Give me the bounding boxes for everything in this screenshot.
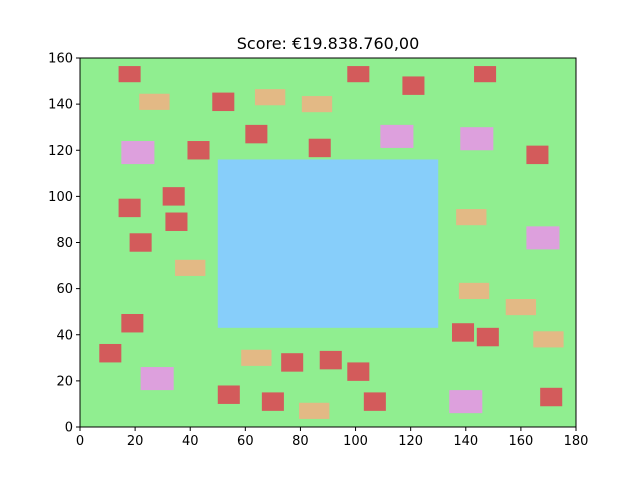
- tile-red-37: [363, 392, 386, 411]
- y-tick-label: 40: [56, 328, 73, 343]
- y-tick-label: 60: [56, 282, 73, 297]
- tile-red-17: [165, 212, 188, 231]
- y-axis: 0 20 40 60 80 100 120 140 160: [48, 52, 80, 436]
- y-tick-label: 140: [48, 98, 73, 113]
- tile-red-6: [402, 76, 425, 95]
- tile-red-32: [347, 362, 370, 381]
- tile-tan-23: [505, 299, 537, 316]
- x-tick-label: 180: [564, 434, 589, 449]
- x-tick-label: 120: [398, 434, 423, 449]
- tile-red-2: [212, 92, 235, 112]
- y-tick-label: 20: [56, 374, 73, 389]
- tile-tan-22: [458, 282, 490, 300]
- x-tick-label: 140: [453, 434, 478, 449]
- tile-tan-3: [254, 89, 286, 106]
- tile-red-34: [217, 385, 240, 404]
- tile-tan-1: [139, 93, 170, 110]
- tile-red-26: [476, 327, 499, 347]
- tile-red-18: [129, 233, 152, 252]
- x-tick-label: 100: [343, 434, 368, 449]
- tile-pink-12: [380, 124, 414, 148]
- x-tick-label: 20: [127, 434, 144, 449]
- tile-red-16: [162, 187, 185, 206]
- tile-red-14: [526, 145, 549, 165]
- tile-tan-27: [533, 331, 564, 348]
- x-tick-label: 60: [237, 434, 254, 449]
- tile-pink-38: [449, 390, 483, 414]
- tile-red-15: [118, 198, 141, 218]
- tile-pink-13: [460, 127, 494, 151]
- x-tick-label: 40: [182, 434, 199, 449]
- tile-red-25: [452, 323, 475, 342]
- tile-tan-21: [175, 259, 206, 276]
- y-tick-label: 80: [56, 236, 73, 251]
- tile-pink-33: [140, 367, 174, 391]
- tile-red-28: [99, 343, 122, 363]
- y-tick-label: 100: [48, 190, 73, 205]
- tile-red-31: [319, 350, 342, 370]
- tile-red-9: [187, 141, 210, 160]
- tile-red-11: [308, 138, 331, 158]
- tile-pink-8: [121, 141, 155, 165]
- tile-tan-4: [301, 96, 333, 113]
- score-title: Score: €19.838.760,00: [237, 34, 420, 53]
- tile-red-35: [261, 392, 284, 411]
- x-tick-label: 80: [292, 434, 309, 449]
- y-tick-label: 160: [48, 52, 73, 67]
- x-tick-label: 0: [76, 434, 84, 449]
- tile-red-10: [245, 124, 268, 144]
- x-axis: 0 20 40 60 80 100 120 140 160 180: [76, 427, 589, 449]
- tile-red-7: [474, 66, 497, 83]
- y-tick-label: 0: [65, 421, 73, 436]
- water-pool: [217, 159, 439, 328]
- tile-red-30: [281, 353, 304, 372]
- tile-red-5: [347, 66, 370, 83]
- tile-tan-29: [241, 349, 272, 366]
- tile-red-39: [540, 387, 563, 407]
- tile-tan-36: [299, 402, 330, 419]
- tile-red-24: [121, 313, 144, 333]
- tile-tan-19: [456, 209, 487, 226]
- y-tick-label: 120: [48, 144, 73, 159]
- tile-red-0: [118, 66, 141, 83]
- x-tick-label: 160: [508, 434, 533, 449]
- tile-pink-20: [526, 226, 560, 250]
- tiles-layer: [99, 66, 564, 419]
